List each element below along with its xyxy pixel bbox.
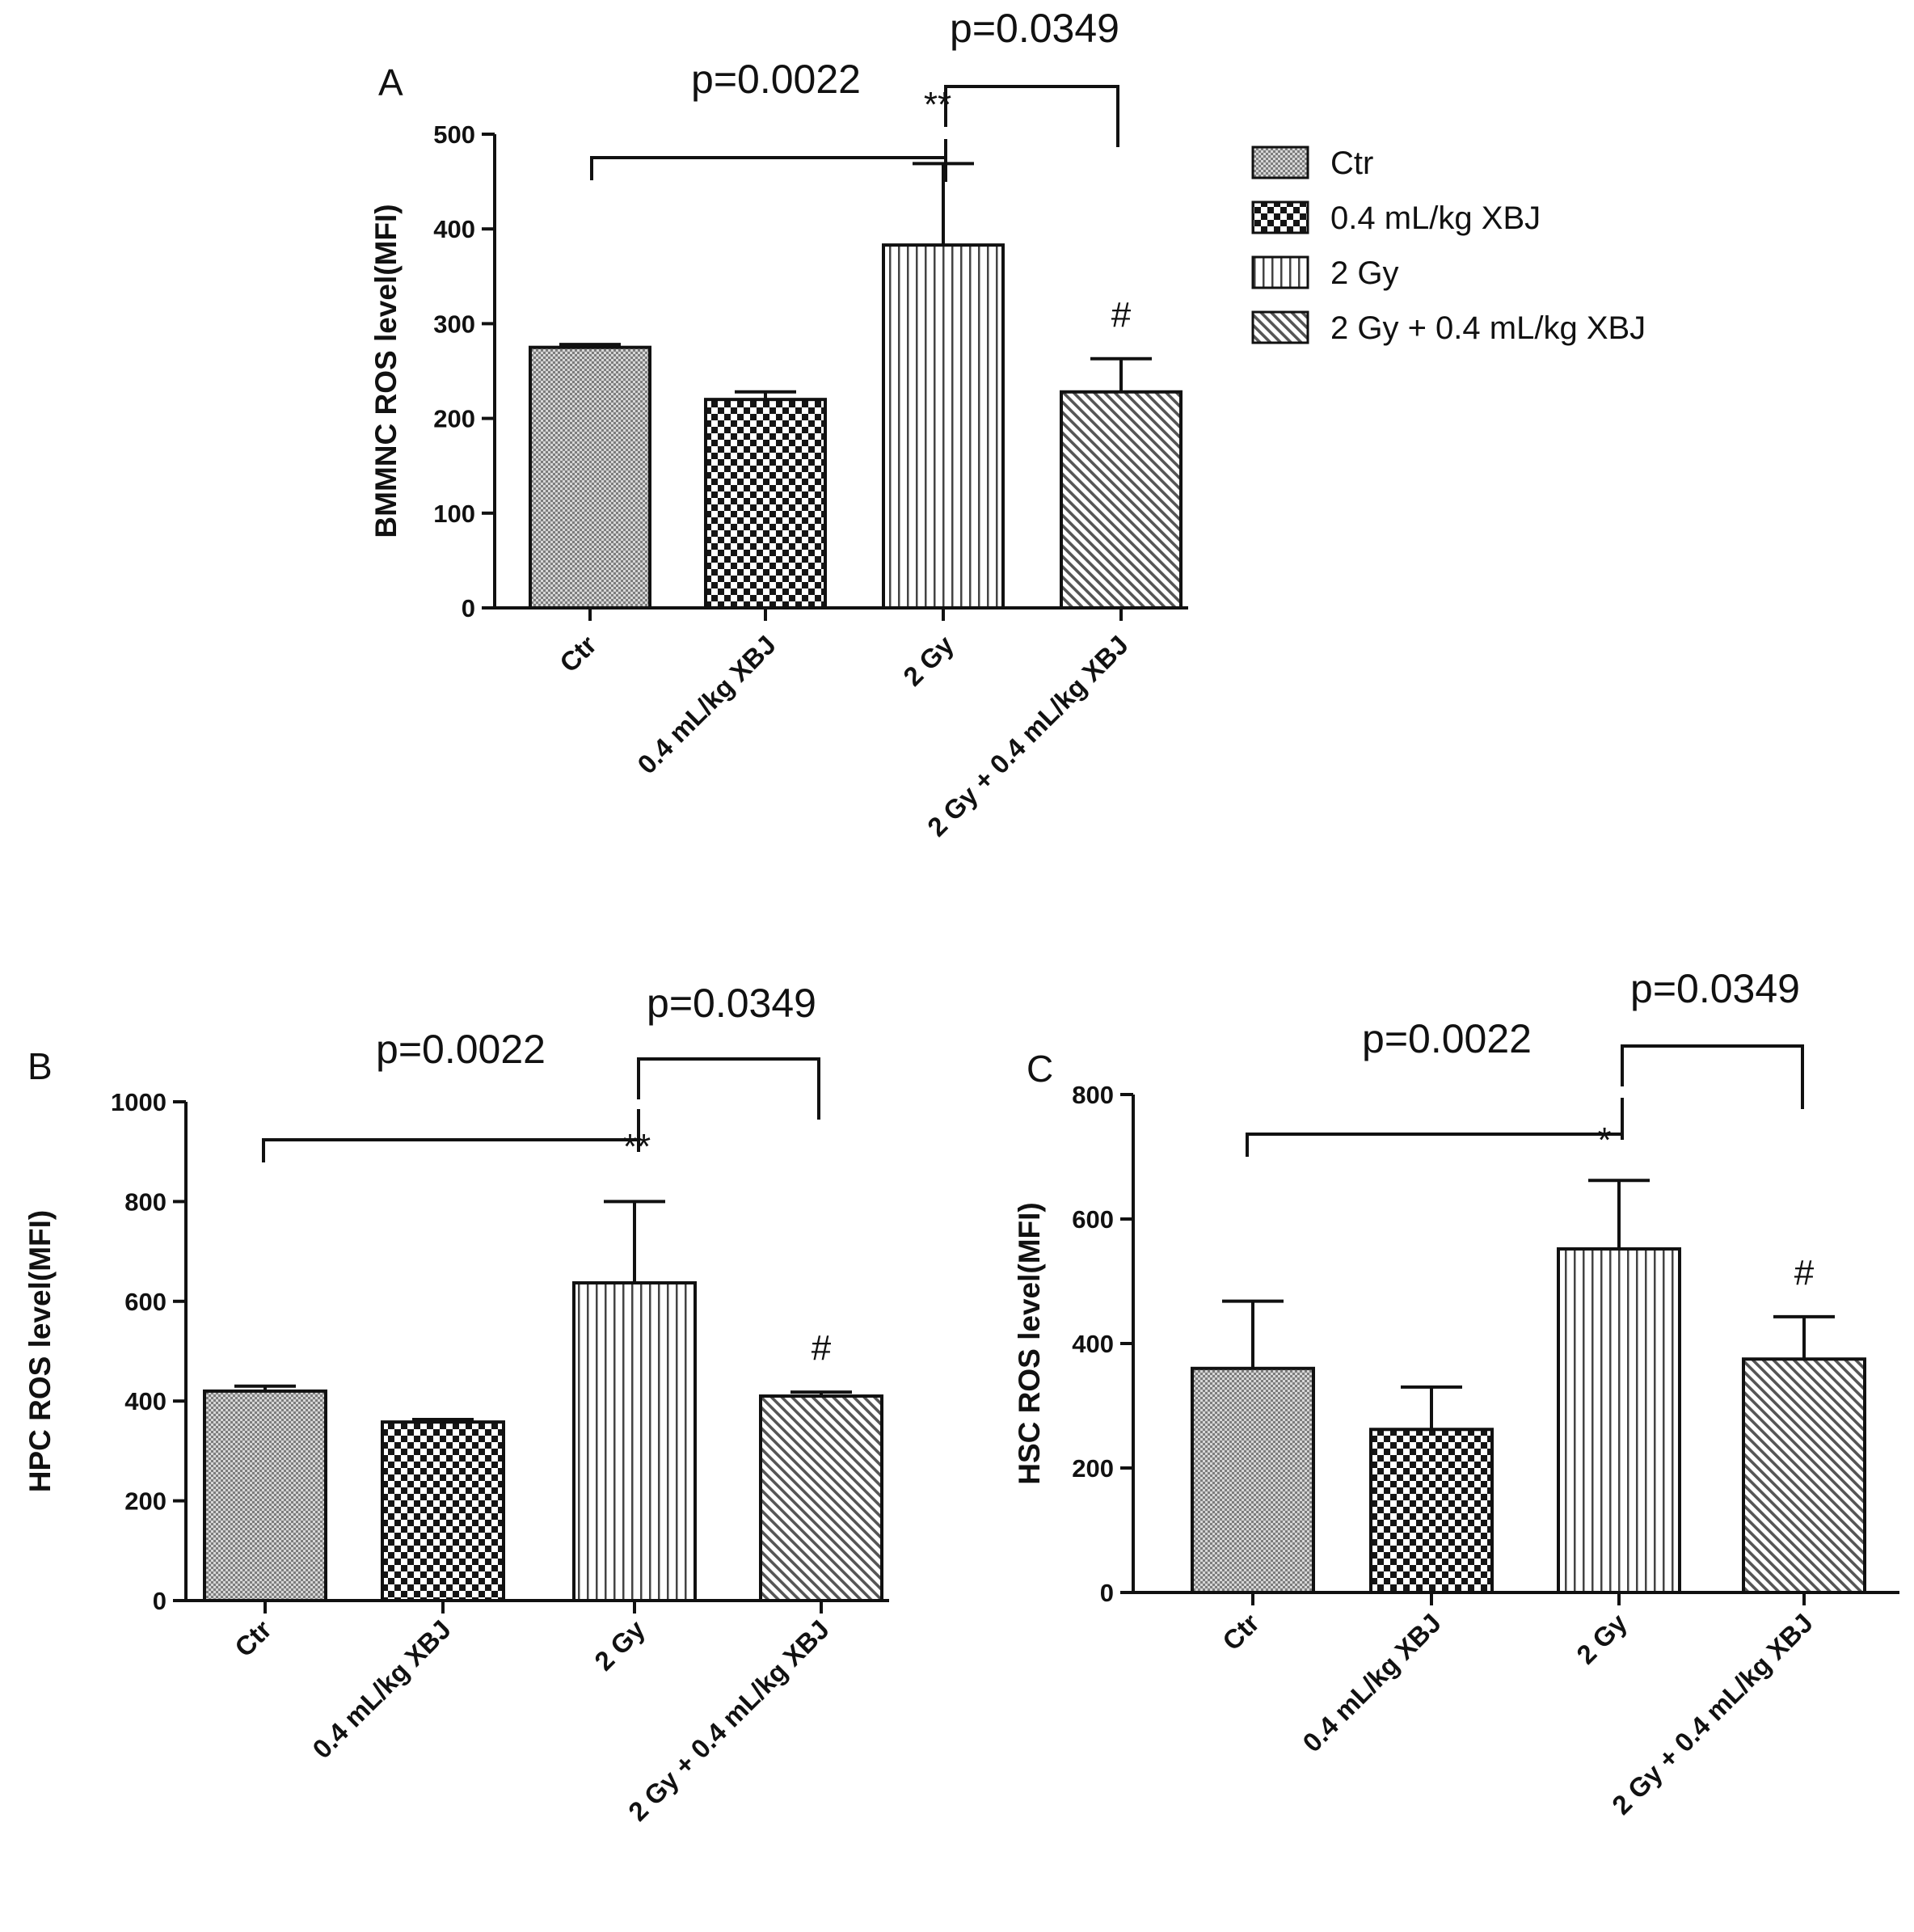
chart-panel-c: C 0 200 400 600 800 HSC ROS level(MFI) Ctr 0.4 m… [1013,966,1899,1820]
y-tick-label: 0 [462,594,475,622]
significance-star: * [1597,1120,1611,1160]
x-tick-label: Ctr [554,630,602,678]
legend-swatch [1251,310,1309,344]
bar-vertical [572,1280,697,1602]
legend: Ctr 0.4 mL/kg XBJ 2 Gy 2 Gy + 0.4 mL/kg XBJ [1251,146,1646,346]
significance-hash: # [1111,295,1132,335]
significance-bracket [1621,1044,1804,1109]
significance-bracket [1246,1133,1622,1157]
legend-item: 2 Gy [1251,255,1398,291]
y-tick-label: 400 [1072,1330,1114,1358]
bar-vertical [882,243,1005,610]
x-tick-label: Ctr [1216,1608,1265,1656]
significance-hash: # [812,1328,832,1368]
legend-item: 2 Gy + 0.4 mL/kg XBJ [1251,310,1646,346]
significance-hash: # [1794,1253,1815,1293]
bar-checker [1369,1428,1494,1595]
charts: A 0 100 200 300 400 500 BMMNC ROS level(MFI) Ctr… [23,6,1899,1827]
p-value-label: p=0.0022 [1362,1016,1532,1061]
y-tick-label: 200 [433,405,475,433]
x-tick-label: 0.4 mL/kg XBJ [306,1614,457,1765]
legend-label: 2 Gy [1330,255,1398,291]
x-tick-label: Ctr [229,1614,277,1663]
x-tick-label: 2 Gy [588,1614,651,1676]
p-value-label: p=0.0022 [691,57,861,102]
x-tick-label: 2 Gy [897,629,959,691]
y-tick-label: 300 [433,310,475,338]
y-axis-title: HSC ROS level(MFI) [1013,1202,1046,1485]
y-tick-label: 100 [433,500,475,528]
bar-diagonal [1060,390,1183,610]
y-axis-title: BMMNC ROS level(MFI) [369,204,403,538]
bar-checker [381,1420,505,1603]
y-tick-label: 0 [153,1587,167,1615]
y-tick-label: 200 [1072,1454,1114,1483]
significance-star: ** [924,85,951,124]
x-tick-label: 0.4 mL/kg XBJ [1296,1608,1447,1758]
y-tick-label: 500 [433,120,475,149]
bar-checker [704,398,827,610]
chart-panel-a: A 0 100 200 300 400 500 BMMNC ROS level(MFI) Ctr… [369,6,1188,842]
y-axis-title: HPC ROS level(MFI) [23,1210,57,1493]
legend-item: Ctr [1251,146,1373,181]
bar-dense [203,1389,327,1602]
panel-label: C [1027,1048,1053,1090]
y-tick-label: 600 [1072,1205,1114,1234]
p-value-label: p=0.0022 [376,1027,546,1072]
panel-label: A [378,61,403,103]
bar-diagonal [759,1394,883,1603]
legend-label: 0.4 mL/kg XBJ [1330,200,1541,236]
y-tick-label: 800 [124,1187,167,1216]
bar-dense [1191,1366,1315,1595]
bar-dense [529,345,651,610]
legend-label: 2 Gy + 0.4 mL/kg XBJ [1330,310,1646,346]
legend-swatch [1251,146,1309,179]
x-tick-label: 2 Gy + 0.4 mL/kg XBJ [1606,1608,1819,1820]
x-tick-label: 0.4 mL/kg XBJ [631,630,782,780]
panel-label: B [27,1045,53,1087]
p-value-label: p=0.0349 [647,981,816,1026]
y-tick-label: 800 [1072,1081,1114,1109]
p-value-label: p=0.0349 [1630,966,1800,1011]
significance-bracket [944,85,1119,147]
y-tick-label: 400 [124,1387,167,1415]
bar-vertical [1557,1247,1681,1594]
legend-swatch [1251,200,1309,234]
significance-bracket [637,1057,820,1120]
bar-diagonal [1742,1357,1866,1594]
y-tick-label: 600 [124,1288,167,1316]
legend-label: Ctr [1330,146,1373,181]
x-tick-label: 2 Gy + 0.4 mL/kg XBJ [921,630,1134,842]
legend-swatch [1251,255,1309,289]
y-tick-label: 1000 [111,1088,167,1116]
y-tick-label: 400 [433,215,475,243]
significance-bracket [262,1138,639,1162]
legend-item: 0.4 mL/kg XBJ [1251,200,1541,236]
y-tick-label: 200 [124,1487,167,1516]
x-tick-label: 2 Gy [1570,1607,1633,1669]
chart-panel-b: B 0 200 400 600 800 1000 HPC ROS level(MFI) Ctr 0… [23,981,889,1827]
x-tick-label: 2 Gy + 0.4 mL/kg XBJ [622,1614,835,1827]
p-value-label: p=0.0349 [950,6,1119,51]
y-tick-label: 0 [1100,1579,1114,1607]
significance-bracket [590,156,946,180]
significance-star: ** [623,1127,651,1166]
